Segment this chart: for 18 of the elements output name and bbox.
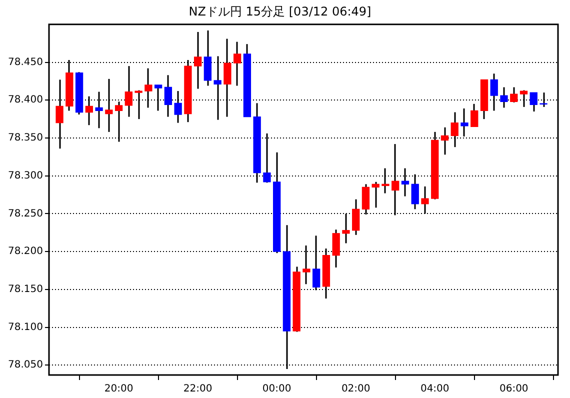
candlestick [470, 103, 478, 128]
y-tick-label: 78.300 [8, 170, 43, 182]
y-tick-label: 78.200 [8, 246, 43, 258]
x-tick-label: 06:00 [499, 384, 528, 395]
x-tick-label: 22:00 [183, 384, 212, 395]
x-tick-label: 04:00 [420, 384, 450, 395]
x-tick-label: 00:00 [262, 384, 292, 395]
y-tick-label: 78.250 [8, 208, 43, 220]
y-tick-label: 78.450 [8, 56, 43, 68]
candlestick [372, 181, 380, 208]
y-tick-label: 78.050 [8, 360, 43, 371]
y-tick-label: 78.350 [8, 132, 43, 144]
y-tick-label: 78.150 [8, 284, 43, 296]
y-tick-label: 78.100 [8, 322, 43, 333]
x-tick-label: 02:00 [341, 384, 370, 395]
x-tick-label: 20:00 [104, 384, 134, 395]
y-tick-label: 78.400 [8, 94, 43, 106]
chart-title: NZドル円 15分足 [03/12 06:49] [188, 4, 372, 18]
